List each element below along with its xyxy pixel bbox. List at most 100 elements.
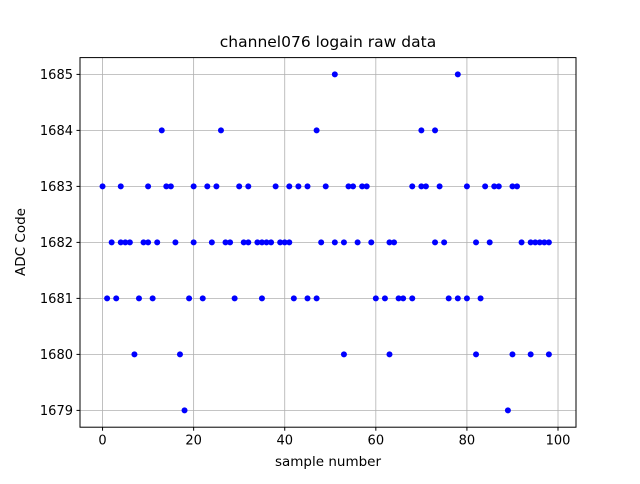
data-point (208, 239, 215, 246)
data-point (372, 295, 379, 302)
y-tick-label: 1682 (40, 236, 73, 251)
data-point (158, 127, 165, 134)
data-point (504, 407, 511, 414)
y-tick-label: 1683 (40, 180, 73, 195)
chart-title: channel076 logain raw data (220, 33, 436, 51)
data-point (331, 71, 338, 78)
data-point (268, 239, 275, 246)
data-point (176, 351, 183, 358)
data-point (190, 183, 197, 190)
data-point (418, 127, 425, 134)
data-point (113, 295, 120, 302)
y-tick-label: 1685 (40, 68, 73, 83)
data-point (172, 239, 179, 246)
data-point (186, 295, 193, 302)
data-point (295, 183, 302, 190)
data-point (454, 71, 461, 78)
data-point (541, 239, 548, 246)
x-tick-label: 0 (98, 434, 106, 449)
data-point (386, 239, 393, 246)
data-point (245, 183, 252, 190)
data-point (290, 295, 297, 302)
data-point (199, 295, 206, 302)
data-point (495, 183, 502, 190)
data-point (345, 183, 352, 190)
data-point (354, 239, 361, 246)
data-point (140, 239, 147, 246)
data-point (473, 239, 480, 246)
data-point (545, 239, 552, 246)
data-point (514, 183, 521, 190)
data-point (422, 183, 429, 190)
x-tick-label: 60 (368, 434, 385, 449)
data-point (135, 295, 142, 302)
data-point (527, 239, 534, 246)
data-point (441, 239, 448, 246)
data-point (477, 295, 484, 302)
tick-layer: 0 20 40 60 80 100 1679 1680 1681 1682 1683 1684 1685 (40, 68, 571, 449)
data-point (277, 239, 284, 246)
data-point (386, 351, 393, 358)
data-point (263, 239, 270, 246)
data-point (509, 351, 516, 358)
data-point (509, 183, 516, 190)
data-point (108, 239, 115, 246)
data-point (418, 183, 425, 190)
data-point (491, 183, 498, 190)
data-point (473, 351, 480, 358)
data-point (532, 239, 539, 246)
data-point (149, 295, 156, 302)
data-point (363, 183, 370, 190)
y-axis-label: ADC Code (13, 208, 29, 276)
data-point (409, 183, 416, 190)
data-point (445, 295, 452, 302)
data-point (190, 239, 197, 246)
data-point (204, 183, 211, 190)
data-point (126, 239, 133, 246)
data-point (281, 239, 288, 246)
data-point (240, 239, 247, 246)
y-tick-label: 1679 (40, 404, 73, 419)
data-point (527, 351, 534, 358)
x-tick-label: 40 (276, 434, 293, 449)
data-point (340, 239, 347, 246)
y-tick-label: 1684 (40, 124, 73, 139)
data-point (518, 239, 525, 246)
data-point (258, 239, 265, 246)
data-point (486, 239, 493, 246)
data-point (318, 239, 325, 246)
data-point (381, 295, 388, 302)
y-tick-label: 1680 (40, 348, 73, 363)
data-point (368, 239, 375, 246)
data-point (99, 183, 106, 190)
data-point (231, 295, 238, 302)
data-point (409, 295, 416, 302)
y-tick-label: 1681 (40, 292, 73, 307)
data-point (258, 295, 265, 302)
data-point (236, 183, 243, 190)
data-point (359, 183, 366, 190)
x-tick-label: 80 (459, 434, 476, 449)
data-point (145, 239, 152, 246)
data-points-layer (99, 71, 552, 414)
data-point (122, 239, 129, 246)
data-point (463, 183, 470, 190)
data-point (131, 351, 138, 358)
data-point (482, 183, 489, 190)
x-tick-label: 20 (185, 434, 202, 449)
data-point (181, 407, 188, 414)
data-point (213, 183, 220, 190)
data-point (432, 239, 439, 246)
data-point (395, 295, 402, 302)
data-point (245, 239, 252, 246)
data-point (322, 183, 329, 190)
x-axis-label: sample number (275, 454, 382, 470)
data-point (227, 239, 234, 246)
data-point (304, 183, 311, 190)
data-point (272, 183, 279, 190)
data-point (536, 239, 543, 246)
data-point (331, 239, 338, 246)
data-point (286, 183, 293, 190)
data-point (340, 351, 347, 358)
